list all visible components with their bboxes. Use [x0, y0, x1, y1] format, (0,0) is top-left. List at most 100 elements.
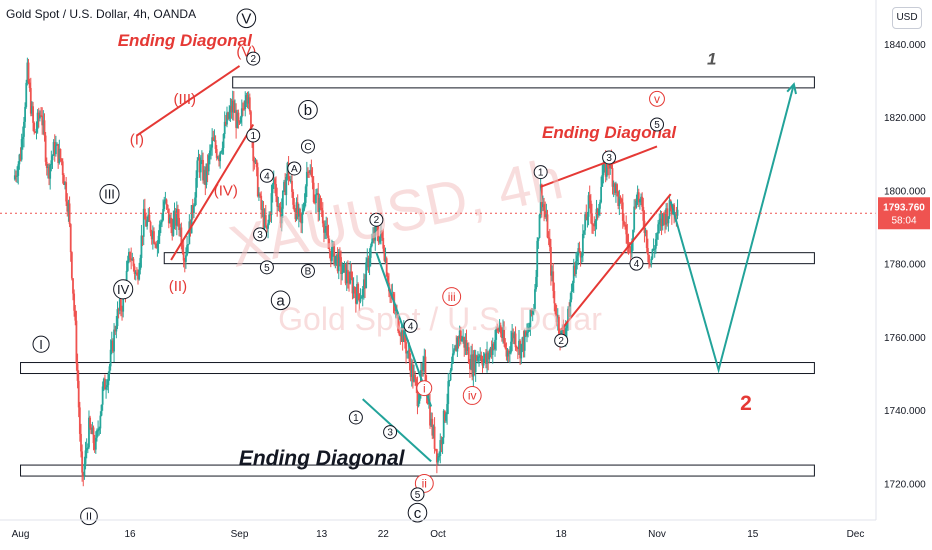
- candle-body: [516, 348, 519, 350]
- candle-body: [495, 328, 498, 340]
- candle-body: [613, 183, 616, 193]
- candle-body: [602, 163, 605, 176]
- candle-body: [52, 142, 55, 156]
- wave-label: 4: [264, 171, 270, 182]
- wave-label: 1: [250, 131, 256, 142]
- candle-body: [293, 204, 296, 211]
- candle-body: [485, 353, 487, 364]
- candle-body: [48, 166, 50, 179]
- candle-body: [571, 282, 574, 292]
- candle-body: [259, 194, 261, 196]
- candle-body: [294, 210, 297, 220]
- candle-body: [121, 309, 123, 312]
- candle-body: [85, 447, 88, 451]
- candle-body: [43, 120, 46, 136]
- candle-body: [478, 356, 480, 358]
- time-axis[interactable]: Aug 16 Sep 13 22 Oct 18 Nov 15 Dec: [0, 519, 876, 540]
- candle-body: [475, 355, 478, 361]
- candle-body: [653, 248, 656, 250]
- candle-body: [340, 257, 342, 274]
- candle-body: [255, 160, 258, 168]
- candle-body: [58, 148, 61, 163]
- candle-body: [238, 121, 241, 123]
- currency-button[interactable]: USD: [892, 7, 922, 29]
- wave-label-circle: [259, 168, 274, 183]
- wave-label: 1: [538, 168, 544, 179]
- candle-body: [373, 235, 376, 241]
- candle-body: [106, 385, 109, 388]
- candle-body: [237, 112, 240, 122]
- candle-body: [51, 155, 54, 161]
- wave-label: C: [304, 142, 311, 153]
- candle-body: [327, 235, 330, 249]
- candle-body: [548, 238, 551, 248]
- price-axis-ticks: 1720.000 1740.000 1760.000 1780.000 1800.000…: [884, 40, 926, 490]
- candle-body: [624, 224, 626, 226]
- candle-body: [345, 269, 348, 284]
- candle-body: [521, 337, 524, 345]
- candle-body: [648, 254, 650, 264]
- candle-body: [448, 380, 451, 382]
- wave-label: 2: [558, 336, 564, 347]
- candle-body: [535, 276, 537, 290]
- candle-body: [551, 271, 553, 276]
- candle-body: [150, 232, 153, 240]
- candle-body: [534, 289, 536, 309]
- candle-body: [216, 157, 219, 159]
- candle-body: [19, 154, 22, 160]
- price-tick-label: 1720.000: [884, 479, 926, 490]
- candle-body: [558, 316, 560, 334]
- candle-body: [596, 208, 599, 216]
- candle-body: [569, 299, 572, 317]
- candle-body: [552, 271, 555, 292]
- candle-body: [139, 258, 142, 270]
- candle-body: [36, 112, 39, 129]
- candle-body: [185, 255, 187, 262]
- candle-body: [410, 364, 413, 377]
- candle-body: [432, 426, 435, 436]
- candle-body: [205, 163, 208, 185]
- candle-body: [140, 235, 143, 259]
- candle-body: [635, 200, 638, 208]
- wave-label: 2: [374, 215, 380, 226]
- price-axis[interactable]: 1720.000 1740.000 1760.000 1780.000 1800.000…: [875, 0, 926, 520]
- wave-label: I: [39, 337, 43, 352]
- candle-body: [120, 299, 122, 310]
- candle-body: [154, 243, 157, 245]
- candle-body: [499, 325, 502, 334]
- candle-body: [401, 327, 404, 342]
- candle-body: [601, 175, 604, 187]
- candle-body: [127, 252, 130, 261]
- candle-body: [542, 204, 544, 208]
- candle-body: [73, 293, 76, 311]
- candle-body: [627, 243, 630, 245]
- candle-body: [191, 205, 194, 213]
- candle-body: [365, 262, 368, 289]
- candle-body: [367, 258, 370, 268]
- price-tick-label: 1820.000: [884, 113, 926, 124]
- candle-body: [667, 216, 670, 224]
- candle-body: [231, 100, 234, 113]
- candle-body: [42, 120, 45, 126]
- candle-body: [424, 356, 427, 383]
- candle-body: [220, 151, 223, 153]
- candle-body: [203, 169, 206, 181]
- candle-body: [494, 339, 496, 350]
- candles-layer: [13, 57, 679, 487]
- candle-body: [24, 106, 26, 122]
- wave-label: iv: [468, 389, 477, 403]
- candle-body: [366, 258, 369, 263]
- candle-body: [335, 254, 338, 257]
- trend-line: [540, 160, 610, 188]
- candle-body: [145, 219, 147, 227]
- wave-label: 2: [740, 392, 752, 415]
- candle-body: [170, 217, 172, 228]
- candle-body: [307, 171, 309, 173]
- candle-body: [587, 195, 590, 217]
- candle-body: [328, 248, 331, 252]
- candle-body: [651, 249, 654, 259]
- candle-body: [581, 233, 584, 256]
- candle-body: [68, 203, 71, 225]
- candle-body: [109, 349, 112, 367]
